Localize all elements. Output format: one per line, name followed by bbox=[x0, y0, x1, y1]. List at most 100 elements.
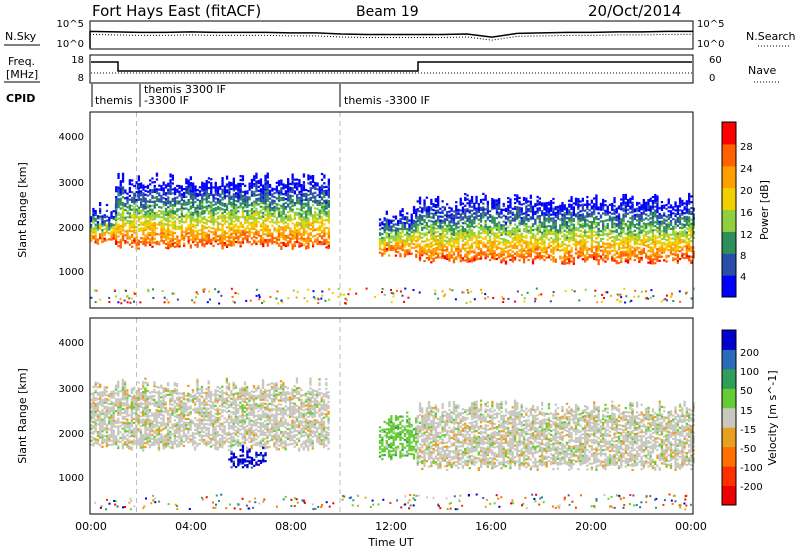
heatmap-cell bbox=[552, 240, 555, 243]
heatmap-cell bbox=[142, 243, 145, 246]
heatmap-cell bbox=[412, 225, 416, 228]
heatmap-cell bbox=[588, 254, 591, 257]
heatmap-cell bbox=[406, 227, 409, 231]
heatmap-cell bbox=[223, 195, 226, 198]
heatmap-cell bbox=[124, 197, 127, 200]
heatmap-cell bbox=[126, 241, 129, 244]
heatmap-cell bbox=[507, 212, 510, 215]
heatmap-cell bbox=[640, 225, 643, 228]
heatmap-cell bbox=[140, 241, 143, 244]
heatmap-cell bbox=[314, 211, 317, 214]
heatmap-cell bbox=[538, 228, 541, 231]
heatmap-cell bbox=[311, 180, 315, 183]
heatmap-cell bbox=[221, 204, 224, 207]
heatmap-cell bbox=[568, 217, 571, 220]
heatmap-cell bbox=[133, 223, 136, 227]
heatmap-cell bbox=[293, 225, 297, 228]
heatmap-cell bbox=[390, 219, 393, 222]
heatmap-cell bbox=[325, 185, 328, 188]
heatmap-cell bbox=[119, 230, 122, 233]
heatmap-cell bbox=[493, 242, 496, 245]
heatmap-cell bbox=[223, 238, 226, 241]
heatmap-cell bbox=[302, 218, 306, 221]
heatmap-cell bbox=[264, 241, 267, 244]
heatmap-cell bbox=[318, 199, 321, 202]
heatmap-cell bbox=[282, 234, 285, 237]
heatmap-cell bbox=[268, 193, 272, 196]
heatmap-cell bbox=[482, 208, 485, 211]
heatmap-cell bbox=[250, 184, 254, 187]
heatmap-cell bbox=[464, 235, 467, 239]
heatmap-cell bbox=[275, 228, 278, 231]
heatmap-cell bbox=[287, 203, 290, 206]
heatmap-cell bbox=[545, 235, 548, 238]
heatmap-cell bbox=[495, 240, 499, 243]
heatmap-cell bbox=[430, 224, 433, 227]
heatmap-cell bbox=[633, 208, 636, 211]
heatmap-cell bbox=[280, 183, 283, 186]
heatmap-cell bbox=[559, 257, 562, 260]
heatmap-cell bbox=[511, 213, 514, 216]
heatmap-cell bbox=[101, 215, 104, 218]
heatmap-cell bbox=[239, 229, 242, 232]
heatmap-cell bbox=[547, 203, 551, 206]
heatmap-cell bbox=[427, 231, 431, 234]
heatmap-cell bbox=[430, 226, 433, 229]
heatmap-cell bbox=[248, 209, 251, 213]
heatmap-cell bbox=[291, 183, 294, 186]
heatmap-cell bbox=[525, 209, 528, 212]
heatmap-cell bbox=[397, 221, 400, 225]
heatmap-cell bbox=[550, 231, 553, 234]
heatmap-cell bbox=[277, 193, 281, 196]
heatmap-cell bbox=[307, 193, 310, 197]
heatmap-cell bbox=[176, 202, 179, 205]
heatmap-cell bbox=[509, 258, 512, 261]
heatmap-cell bbox=[572, 223, 575, 226]
heatmap-cell bbox=[629, 244, 632, 247]
heatmap-cell bbox=[248, 182, 251, 185]
heatmap-cell bbox=[101, 217, 104, 220]
heatmap-cell bbox=[545, 256, 548, 259]
heatmap-cell bbox=[538, 224, 541, 227]
heatmap-cell bbox=[556, 207, 560, 210]
heatmap-cell bbox=[518, 220, 521, 223]
heatmap-cell bbox=[622, 207, 625, 210]
heatmap-cell bbox=[244, 233, 247, 236]
heatmap-cell bbox=[529, 235, 532, 238]
heatmap-cell bbox=[151, 235, 154, 239]
heatmap-cell bbox=[541, 243, 544, 246]
heatmap-cell bbox=[446, 240, 449, 243]
heatmap-cell bbox=[541, 249, 544, 252]
heatmap-cell bbox=[511, 229, 514, 232]
heatmap-cell bbox=[298, 200, 301, 203]
heatmap-cell bbox=[302, 216, 306, 219]
heatmap-cell bbox=[316, 188, 319, 191]
heatmap-cell bbox=[611, 204, 614, 208]
heatmap-cell bbox=[115, 240, 118, 243]
heatmap-cell bbox=[293, 223, 297, 226]
heatmap-cell bbox=[570, 239, 573, 242]
heatmap-cell bbox=[622, 203, 625, 206]
heatmap-cell bbox=[268, 240, 272, 243]
heatmap-cell bbox=[318, 209, 321, 212]
heatmap-cell bbox=[167, 219, 170, 222]
heatmap-cell bbox=[459, 230, 462, 233]
heatmap-cell bbox=[293, 213, 297, 216]
heatmap-cell bbox=[568, 258, 571, 261]
heatmap-cell bbox=[654, 213, 657, 216]
heatmap-cell bbox=[137, 241, 140, 244]
heatmap-cell bbox=[192, 198, 195, 201]
heatmap-cell bbox=[434, 248, 437, 251]
heatmap-cell bbox=[631, 201, 634, 204]
heatmap-cell bbox=[565, 217, 569, 220]
heatmap-cell bbox=[545, 219, 548, 222]
heatmap-cell bbox=[205, 219, 208, 222]
heatmap-cell bbox=[259, 180, 263, 183]
heatmap-cell bbox=[214, 183, 217, 186]
heatmap-cell bbox=[271, 234, 274, 237]
heatmap-cell bbox=[185, 178, 188, 181]
heatmap-cell bbox=[164, 238, 168, 242]
heatmap-cell bbox=[151, 195, 154, 198]
heatmap-cell bbox=[527, 200, 530, 203]
heatmap-cell bbox=[588, 236, 591, 239]
